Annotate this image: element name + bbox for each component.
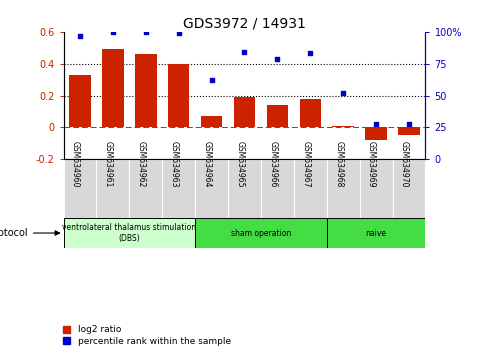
Text: GSM634962: GSM634962 [137, 141, 145, 187]
Bar [102, 49, 123, 127]
Point [404, 121, 412, 126]
Title: GDS3972 / 14931: GDS3972 / 14931 [183, 17, 305, 31]
Bar [293, 159, 326, 218]
Bar [233, 97, 255, 127]
Text: GSM634967: GSM634967 [301, 141, 310, 187]
Text: GSM634966: GSM634966 [268, 141, 277, 187]
Text: GSM634969: GSM634969 [366, 141, 375, 187]
Point [142, 29, 149, 35]
Bar [359, 159, 392, 218]
Point [306, 51, 314, 56]
Bar [135, 54, 156, 127]
Point [207, 78, 215, 83]
Bar [168, 64, 189, 127]
Text: GSM634963: GSM634963 [169, 141, 178, 187]
Point [240, 50, 248, 55]
Bar [201, 116, 222, 127]
Text: GSM634970: GSM634970 [399, 141, 408, 187]
Text: sham operation: sham operation [230, 229, 290, 238]
Bar [266, 105, 287, 127]
Point [273, 56, 281, 62]
Bar [69, 75, 91, 127]
Legend: log2 ratio, percentile rank within the sample: log2 ratio, percentile rank within the s… [63, 325, 230, 346]
Bar [195, 218, 326, 248]
Point [76, 33, 84, 39]
Bar [299, 99, 320, 127]
Bar [332, 126, 353, 127]
Bar [129, 159, 162, 218]
Text: GSM634960: GSM634960 [71, 141, 80, 187]
Point [109, 29, 117, 35]
Point [339, 90, 346, 96]
Bar [63, 218, 195, 248]
Bar [162, 159, 195, 218]
Text: GSM634965: GSM634965 [235, 141, 244, 187]
Point [174, 30, 182, 36]
Point [371, 121, 379, 126]
Bar [63, 159, 96, 218]
Text: GSM634961: GSM634961 [104, 141, 113, 187]
Bar [195, 159, 227, 218]
Bar [326, 159, 359, 218]
Bar [96, 159, 129, 218]
Bar [227, 159, 261, 218]
Text: GSM634964: GSM634964 [202, 141, 211, 187]
Bar [261, 159, 293, 218]
Text: ventrolateral thalamus stimulation
(DBS): ventrolateral thalamus stimulation (DBS) [62, 223, 196, 243]
Text: naive: naive [365, 229, 386, 238]
Text: protocol: protocol [0, 228, 27, 238]
Bar [397, 127, 419, 135]
Bar [365, 127, 386, 140]
Bar [392, 159, 425, 218]
Bar [326, 218, 425, 248]
Text: GSM634968: GSM634968 [333, 141, 343, 187]
